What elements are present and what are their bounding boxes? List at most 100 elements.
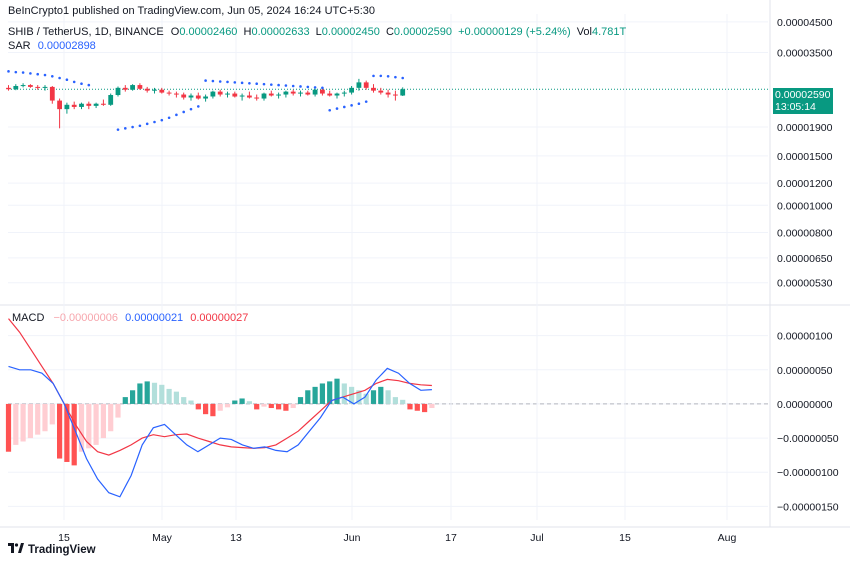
candle-body <box>35 86 41 88</box>
candle-body <box>356 82 362 88</box>
sar-dot <box>255 82 258 86</box>
sar-dot <box>7 70 10 73</box>
macd-histogram-bar <box>232 400 238 404</box>
candle-body <box>261 93 267 99</box>
macd-histogram-bar <box>93 403 99 445</box>
candle-body <box>42 86 48 88</box>
sar-dot <box>87 83 91 87</box>
candle-body <box>174 93 179 95</box>
macd-histogram-bar <box>210 403 216 417</box>
macd-histogram-bar <box>407 403 413 410</box>
macd-histogram-bar <box>217 403 223 411</box>
macd-signal-value: 0.00000027 <box>190 312 249 324</box>
candle-body <box>232 93 238 97</box>
macd-histogram-bar <box>276 403 282 410</box>
sar-dot <box>160 118 164 122</box>
sar-dot <box>58 76 61 80</box>
sar-dot <box>43 73 47 77</box>
candle-body <box>28 85 33 87</box>
macd-tick-label: 0.00000100 <box>777 331 833 343</box>
sar-dot <box>291 84 295 88</box>
publisher-line: BeInCrypto1 published on TradingView.com… <box>8 5 376 17</box>
macd-histogram-bar <box>13 403 19 445</box>
sar-dot <box>270 83 273 86</box>
sar-dot <box>131 125 134 129</box>
candle-body <box>268 93 274 96</box>
sar-dot <box>328 108 332 112</box>
macd-tick-label: 0.00000050 <box>777 365 833 377</box>
macd-line <box>8 365 432 498</box>
sar-dot <box>145 122 149 126</box>
sar-dot <box>116 128 120 131</box>
macd-histogram-bar <box>57 403 63 459</box>
sar-dot <box>350 104 353 107</box>
macd-histogram-bar <box>363 393 369 404</box>
sar-dot <box>153 120 156 124</box>
sar-dot <box>284 84 288 87</box>
price-tick-label: 0.00001200 <box>777 178 833 190</box>
sar-dot <box>240 81 244 85</box>
time-tick-label: 15 <box>619 532 631 544</box>
candle-body <box>247 95 252 98</box>
close-label: C <box>385 26 394 38</box>
candle-body <box>378 90 384 93</box>
candle-body <box>181 94 187 98</box>
candle-body <box>349 87 354 93</box>
candle-body <box>195 95 201 99</box>
candle-body <box>283 91 289 95</box>
sar-dot <box>262 82 266 86</box>
close-value: 0.00002590 <box>393 26 453 38</box>
macd-histogram-bar <box>378 386 384 404</box>
sar-dot <box>72 80 76 84</box>
candle-body <box>93 103 99 106</box>
candle-body <box>305 92 311 95</box>
price-tick-label: 0.00000650 <box>777 253 833 265</box>
sar-dot <box>306 85 310 89</box>
macd-histogram-bar <box>71 403 77 466</box>
candle-body <box>385 92 391 95</box>
time-tick-label: Jun <box>344 532 361 544</box>
macd-histogram-bar <box>385 390 391 404</box>
candle-body <box>79 103 84 107</box>
sar-dot <box>218 80 222 83</box>
price-tick-label: 0.00004500 <box>777 17 833 29</box>
sar-dot <box>138 124 142 128</box>
sar-dot <box>197 105 200 108</box>
macd-histogram-bar <box>20 403 26 442</box>
macd-histogram-value: −0.00000006 <box>53 312 118 324</box>
macd-histogram-bar <box>246 401 252 404</box>
candle-body <box>239 95 245 97</box>
macd-histogram-bar <box>181 397 187 404</box>
sar-dot <box>124 127 127 130</box>
macd-histogram-bar <box>319 383 325 404</box>
time-tick-label: May <box>152 532 173 544</box>
sar-dot <box>182 110 185 114</box>
sar-dot <box>204 79 207 82</box>
candle-body <box>71 104 77 107</box>
last-price-label: 0.00002590 <box>773 88 833 102</box>
symbol-legend[interactable]: SHIB / TetherUS, 1D, BINANCE O0.00002460… <box>8 26 626 38</box>
sar-dot <box>175 113 178 117</box>
candle-body <box>341 92 347 94</box>
macd-legend[interactable]: MACD −0.00000006 0.00000021 0.00000027 <box>12 312 248 324</box>
candle-body <box>130 85 135 90</box>
tradingview-footer[interactable]: TradingView <box>8 543 96 556</box>
candle-body <box>217 91 223 95</box>
sar-legend[interactable]: SAR 0.00002898 <box>8 40 96 52</box>
sar-dot <box>386 74 390 78</box>
macd-histogram-bar <box>130 390 136 404</box>
candle-body <box>122 87 128 90</box>
macd-histogram-bar <box>173 391 179 404</box>
sar-dot <box>14 70 18 74</box>
sar-dot <box>299 85 302 88</box>
macd-histogram-bar <box>356 390 362 404</box>
macd-histogram-bar <box>100 403 106 439</box>
sar-dot <box>36 72 39 76</box>
candle-body <box>371 87 376 91</box>
macd-histogram-bar <box>151 382 158 404</box>
macd-line-value: 0.00000021 <box>125 312 184 324</box>
candle-body <box>290 91 296 94</box>
macd-histogram-bar <box>349 386 355 404</box>
tradingview-brand: TradingView <box>28 543 96 556</box>
